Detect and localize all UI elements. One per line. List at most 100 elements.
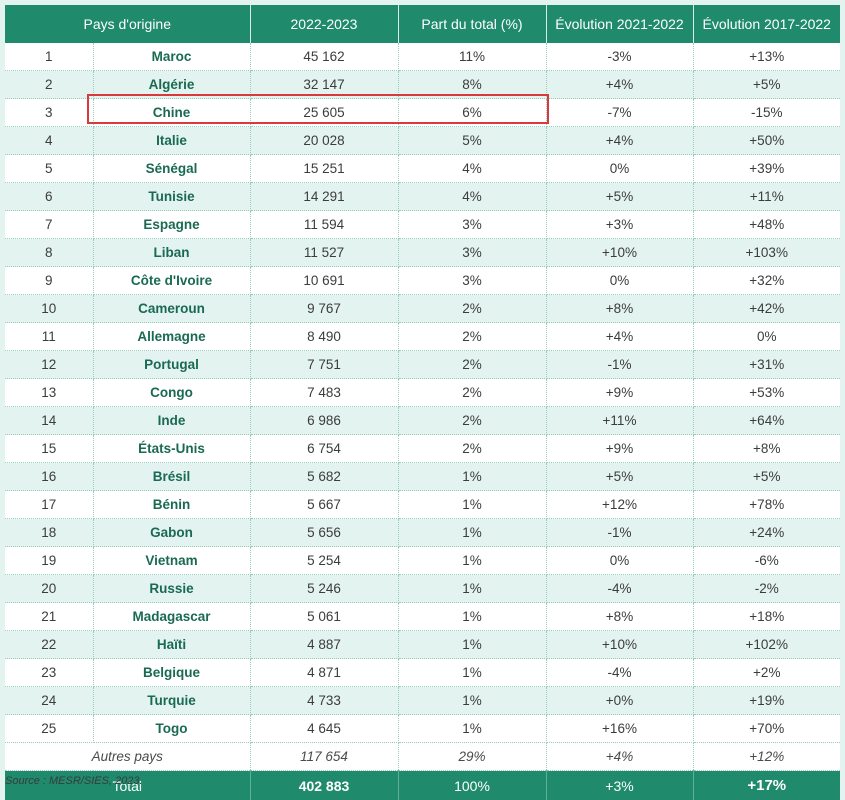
evolution-2021-2022-cell: -1% bbox=[546, 519, 693, 547]
evolution-2017-2022-cell: +31% bbox=[693, 351, 840, 379]
rank-cell: 9 bbox=[5, 267, 93, 295]
rank-cell: 11 bbox=[5, 323, 93, 351]
share-cell: 1% bbox=[398, 631, 546, 659]
evolution-2017-2022-cell: +39% bbox=[693, 155, 840, 183]
rank-cell: 22 bbox=[5, 631, 93, 659]
share-cell: 2% bbox=[398, 407, 546, 435]
evolution-2021-2022-cell: +8% bbox=[546, 295, 693, 323]
count-cell: 20 028 bbox=[250, 127, 398, 155]
share-cell: 4% bbox=[398, 183, 546, 211]
rank-cell: 17 bbox=[5, 491, 93, 519]
country-cell: Algérie bbox=[93, 71, 250, 99]
rank-cell: 14 bbox=[5, 407, 93, 435]
evolution-2017-2022-cell: +2% bbox=[693, 659, 840, 687]
count-cell: 6 986 bbox=[250, 407, 398, 435]
evolution-2021-2022-cell: +10% bbox=[546, 631, 693, 659]
header-evolution-2017-2022: Évolution 2017-2022 bbox=[693, 5, 840, 43]
count-cell: 4 733 bbox=[250, 687, 398, 715]
total-evo2: +17% bbox=[693, 771, 840, 800]
country-cell: États-Unis bbox=[93, 435, 250, 463]
share-cell: 1% bbox=[398, 687, 546, 715]
evolution-2017-2022-cell: -15% bbox=[693, 99, 840, 127]
evolution-2021-2022-cell: +5% bbox=[546, 183, 693, 211]
evolution-2021-2022-cell: +5% bbox=[546, 463, 693, 491]
evolution-2017-2022-cell: +11% bbox=[693, 183, 840, 211]
evolution-2021-2022-cell: +9% bbox=[546, 379, 693, 407]
evolution-2021-2022-cell: -7% bbox=[546, 99, 693, 127]
count-cell: 14 291 bbox=[250, 183, 398, 211]
other-countries-row: Autres pays 117 654 29% +4% +12% bbox=[5, 743, 840, 771]
evolution-2021-2022-cell: +8% bbox=[546, 603, 693, 631]
rank-cell: 3 bbox=[5, 99, 93, 127]
evolution-2017-2022-cell: +64% bbox=[693, 407, 840, 435]
rank-cell: 21 bbox=[5, 603, 93, 631]
evolution-2017-2022-cell: +70% bbox=[693, 715, 840, 743]
evolution-2021-2022-cell: -4% bbox=[546, 659, 693, 687]
country-cell: Gabon bbox=[93, 519, 250, 547]
share-cell: 6% bbox=[398, 99, 546, 127]
rank-cell: 2 bbox=[5, 71, 93, 99]
count-cell: 45 162 bbox=[250, 43, 398, 71]
count-cell: 5 254 bbox=[250, 547, 398, 575]
share-cell: 1% bbox=[398, 491, 546, 519]
header-count: 2022-2023 bbox=[250, 5, 398, 43]
evolution-2017-2022-cell: +5% bbox=[693, 463, 840, 491]
share-cell: 2% bbox=[398, 379, 546, 407]
count-cell: 5 246 bbox=[250, 575, 398, 603]
evolution-2021-2022-cell: +4% bbox=[546, 127, 693, 155]
evolution-2021-2022-cell: 0% bbox=[546, 155, 693, 183]
share-cell: 5% bbox=[398, 127, 546, 155]
country-cell: Cameroun bbox=[93, 295, 250, 323]
rank-cell: 20 bbox=[5, 575, 93, 603]
count-cell: 32 147 bbox=[250, 71, 398, 99]
evolution-2021-2022-cell: +11% bbox=[546, 407, 693, 435]
evolution-2021-2022-cell: -4% bbox=[546, 575, 693, 603]
count-cell: 8 490 bbox=[250, 323, 398, 351]
evolution-2017-2022-cell: +103% bbox=[693, 239, 840, 267]
other-label: Autres pays bbox=[5, 743, 250, 771]
share-cell: 1% bbox=[398, 603, 546, 631]
share-cell: 8% bbox=[398, 71, 546, 99]
header-evolution-2021-2022: Évolution 2021-2022 bbox=[546, 5, 693, 43]
share-cell: 3% bbox=[398, 239, 546, 267]
count-cell: 4 887 bbox=[250, 631, 398, 659]
count-cell: 10 691 bbox=[250, 267, 398, 295]
total-count: 402 883 bbox=[250, 771, 398, 800]
rank-cell: 7 bbox=[5, 211, 93, 239]
evolution-2021-2022-cell: -1% bbox=[546, 351, 693, 379]
share-cell: 1% bbox=[398, 575, 546, 603]
total-evo1: +3% bbox=[546, 771, 693, 800]
evolution-2017-2022-cell: +32% bbox=[693, 267, 840, 295]
evolution-2017-2022-cell: +50% bbox=[693, 127, 840, 155]
country-cell: Allemagne bbox=[93, 323, 250, 351]
country-cell: Vietnam bbox=[93, 547, 250, 575]
evolution-2017-2022-cell: +18% bbox=[693, 603, 840, 631]
country-cell: Haïti bbox=[93, 631, 250, 659]
count-cell: 7 751 bbox=[250, 351, 398, 379]
evolution-2021-2022-cell: 0% bbox=[546, 547, 693, 575]
country-cell: Maroc bbox=[93, 43, 250, 71]
rank-cell: 16 bbox=[5, 463, 93, 491]
evolution-2021-2022-cell: +4% bbox=[546, 71, 693, 99]
count-cell: 6 754 bbox=[250, 435, 398, 463]
evolution-2021-2022-cell: 0% bbox=[546, 267, 693, 295]
share-cell: 2% bbox=[398, 351, 546, 379]
evolution-2017-2022-cell: +13% bbox=[693, 43, 840, 71]
other-evo1: +4% bbox=[546, 743, 693, 771]
country-cell: Belgique bbox=[93, 659, 250, 687]
evolution-2017-2022-cell: +42% bbox=[693, 295, 840, 323]
